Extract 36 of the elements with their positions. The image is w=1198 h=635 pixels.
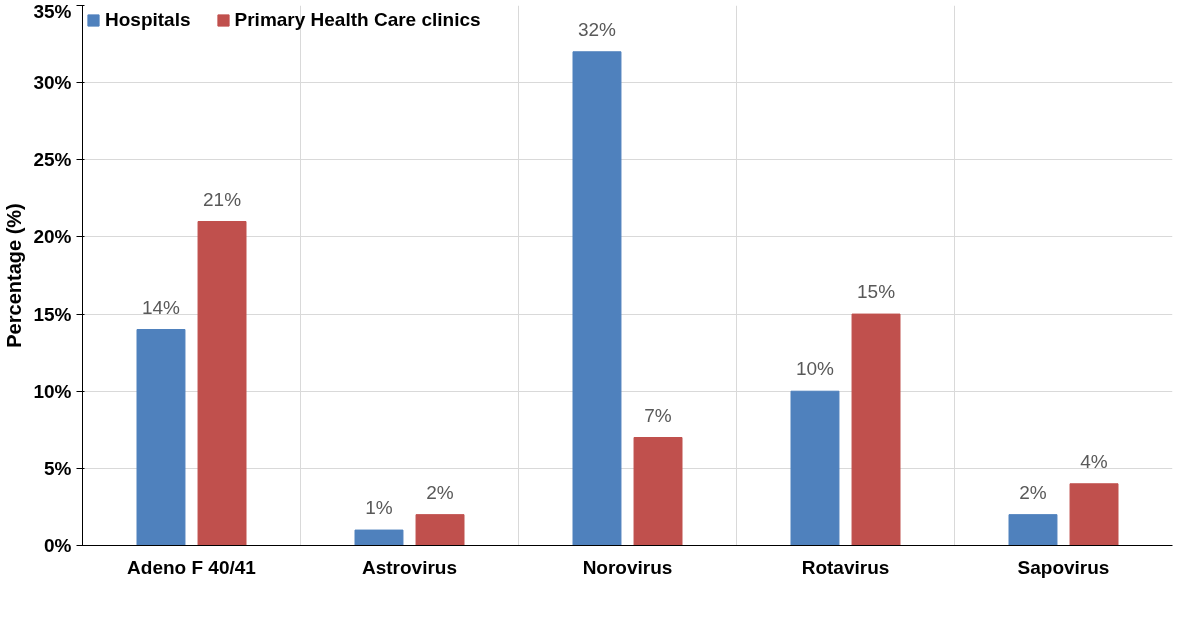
x-tick-label: Adeno F 40/41 (127, 556, 257, 578)
bar (354, 529, 404, 546)
data-label: 15% (857, 281, 896, 303)
x-tick-label: Sapovirus (1017, 556, 1110, 578)
bar (572, 51, 622, 546)
y-tick-label: 15% (33, 303, 72, 325)
bar (1008, 514, 1058, 546)
y-tick-label: 35% (33, 0, 72, 22)
bar (1069, 483, 1119, 546)
legend-label: Hospitals (105, 9, 191, 31)
bar (790, 390, 840, 546)
bar (415, 514, 465, 546)
y-tick-label: 20% (33, 226, 72, 248)
data-label: 21% (203, 188, 242, 210)
y-tick-label: 30% (33, 72, 72, 94)
y-axis-title: Percentage (%) (3, 203, 26, 348)
data-label: 2% (426, 481, 454, 503)
bar (851, 313, 901, 546)
y-tick-label: 25% (33, 149, 72, 171)
y-tick-label: 0% (44, 535, 72, 556)
data-label: 32% (577, 18, 617, 40)
legend-label: Primary Health Care clinics (234, 9, 481, 31)
bar (197, 221, 247, 546)
x-tick-label: Astrovirus (361, 556, 458, 578)
bar (136, 329, 186, 546)
y-tick-label: 10% (33, 380, 72, 402)
bar (633, 437, 683, 546)
data-label: 7% (644, 404, 672, 426)
x-tick-label: Rotavirus (801, 556, 890, 578)
data-label: 14% (141, 296, 181, 318)
y-tick-label: 5% (44, 457, 72, 479)
data-label: 2% (1019, 481, 1047, 503)
data-label: 10% (795, 358, 835, 380)
x-tick-label: Norovirus (582, 556, 673, 578)
data-label: 1% (365, 497, 393, 519)
data-label: 4% (1080, 450, 1108, 472)
